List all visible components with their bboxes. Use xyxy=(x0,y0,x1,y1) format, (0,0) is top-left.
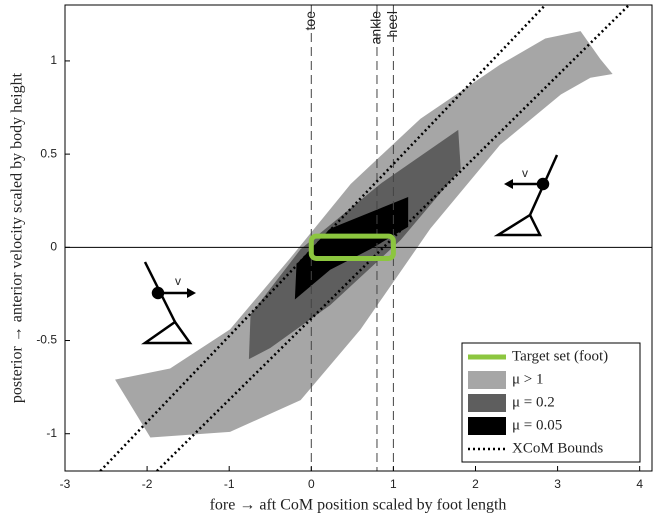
reference-label: toe xyxy=(302,11,318,31)
plot-frame xyxy=(64,4,653,472)
x-tick-label: -2 xyxy=(142,477,153,491)
x-tick-label: 0 xyxy=(308,477,315,491)
velocity-label: v xyxy=(522,166,528,180)
x-tick-label: 4 xyxy=(636,477,643,491)
target-set xyxy=(308,233,396,262)
x-tick-label: -1 xyxy=(224,477,235,491)
velocity-label: v xyxy=(175,274,181,288)
y-tick-label: -0.5 xyxy=(36,333,57,347)
x-tick-label: 3 xyxy=(554,477,561,491)
y-axis-label: posterior → anterior velocity scaled by … xyxy=(9,72,26,403)
region xyxy=(294,196,409,300)
legend-label: μ = 0.05 xyxy=(512,417,562,433)
legend-swatch xyxy=(468,371,506,389)
xcom-bound xyxy=(99,5,547,471)
figure-forward xyxy=(141,261,196,345)
legend-swatch xyxy=(468,417,506,435)
legend-label: Target set (foot) xyxy=(512,348,608,364)
y-tick-label: -1 xyxy=(46,426,57,440)
y-tick-label: 0.5 xyxy=(40,146,57,160)
legend-label: XCoM Bounds xyxy=(512,440,603,456)
legend-label: μ > 1 xyxy=(512,371,544,387)
y-tick-label: 1 xyxy=(50,53,57,67)
reference-label: ankle xyxy=(368,11,384,45)
x-tick-label: 2 xyxy=(472,477,479,491)
y-tick-label: 0 xyxy=(50,239,57,253)
reference-label: heel xyxy=(384,11,400,37)
x-tick-label: -3 xyxy=(60,477,71,491)
figure-backward xyxy=(493,154,559,237)
legend-label: μ = 0.2 xyxy=(512,394,555,410)
x-tick-label: 1 xyxy=(390,477,397,491)
legend-swatch xyxy=(468,394,506,412)
x-axis-label: fore → aft CoM position scaled by foot l… xyxy=(210,497,507,514)
